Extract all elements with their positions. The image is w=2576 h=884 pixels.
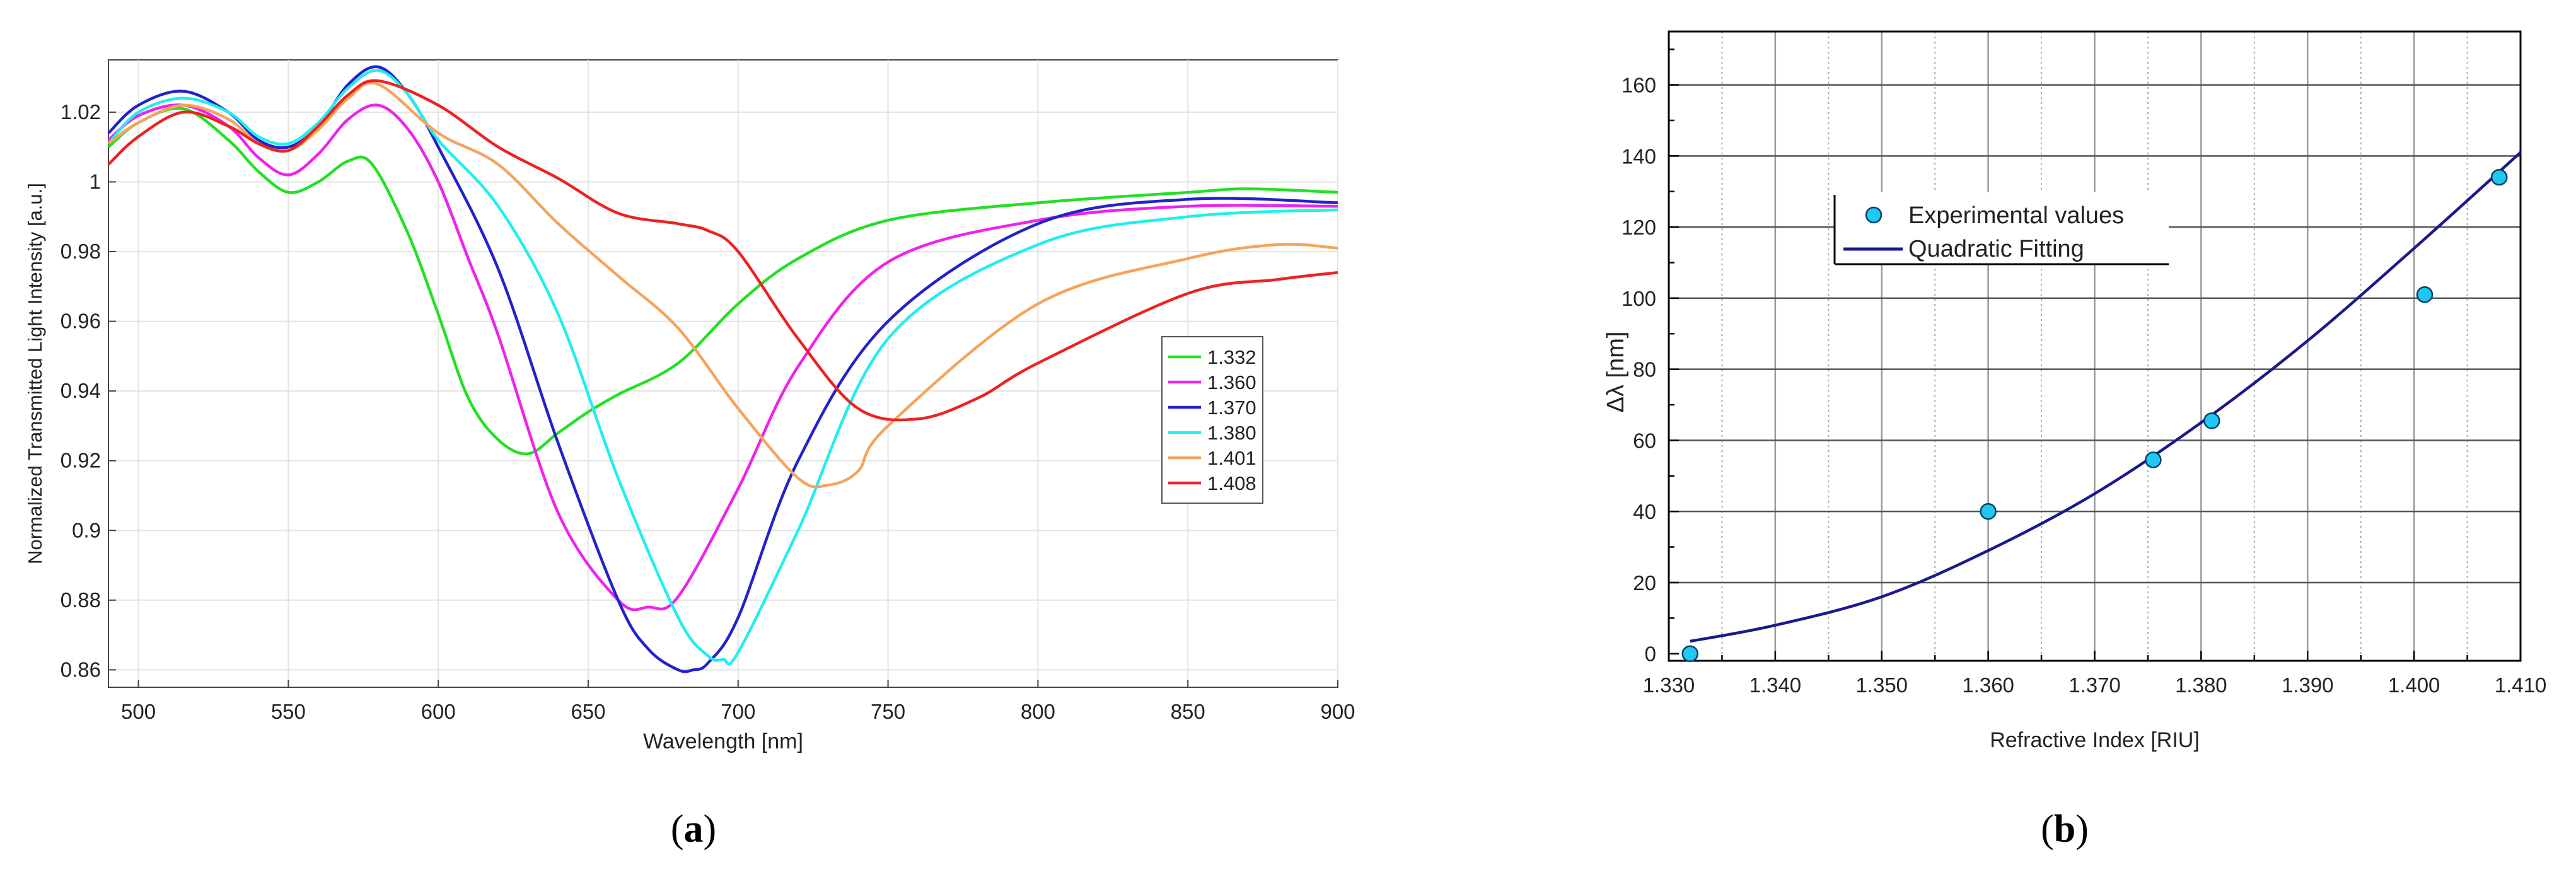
legend-entry-label: 1.380 [1207,422,1256,444]
y-tick-label: 0.98 [61,240,101,263]
y-tick-label: 40 [1633,500,1656,523]
y-tick-label: 0.92 [61,449,101,472]
series-line-1-380 [107,69,1338,666]
legend-entry-label: 1.360 [1207,371,1256,393]
x-tick-label: 700 [721,700,755,723]
series-line-1-370 [107,65,1338,673]
y-axis-label-a: Normalized Transmitted Light Intensity [… [24,183,46,564]
x-tick-label: 550 [271,700,306,723]
y-tick-label: 1 [90,170,101,193]
legend-box-a [1161,336,1263,504]
y-tick-label: 120 [1622,216,1656,239]
legend-entry-label: 1.408 [1207,472,1256,494]
y-tick-label: 80 [1633,358,1656,381]
legend-entry-label: Quadratic Fitting [1908,236,2084,262]
x-tick-label: 850 [1171,700,1205,723]
x-tick-label: 1.390 [2282,673,2334,697]
y-tick-label: 60 [1633,429,1656,452]
legend-b: Experimental values Quadratic Fitting [1833,192,2169,265]
x-tick-label: 750 [871,700,905,723]
x-tick-label: 900 [1320,700,1355,723]
data-point [2203,412,2220,429]
y-tick-label: 0 [1645,643,1656,666]
x-ticks-a: 500 550 600 650 700 750 800 850 900 [121,680,1355,723]
x-tick-label: 500 [121,700,156,723]
y-tick-label: 1.02 [61,100,101,124]
series-line-1-408 [107,79,1338,422]
y-tick-label: 0.86 [61,658,101,681]
quadratic-fit-line [1690,151,2522,643]
y-ticks-b: 0 20 40 60 80 100 120 140 160 [1622,48,1679,666]
plot-area-a [108,59,1338,688]
x-tick-label: 1.400 [2388,673,2440,697]
y-tick-label: 20 [1633,571,1656,595]
y-ticks-a: 0.86 0.88 0.9 0.92 0.94 0.96 0.98 1 1.02 [61,100,116,681]
series-line-1-332 [107,107,1338,456]
y-tick-label: 0.94 [61,379,101,402]
x-tick-label: 650 [571,700,605,723]
y-tick-label: 0.96 [61,310,101,333]
data-point [2145,451,2162,468]
panel-label-b: (b) [2041,808,2089,851]
x-axis-label-b: Refractive Index [RIU] [1990,728,2200,752]
x-tick-label: 1.340 [1749,673,1802,697]
y-tick-label: 160 [1622,74,1656,97]
y-tick-label: 100 [1622,287,1656,310]
data-point [2416,286,2434,303]
series-b [1681,151,2522,662]
y-tick-label: 0.9 [72,518,101,542]
y-tick-label: 140 [1622,144,1656,168]
chart-a: 500 550 600 650 700 750 800 850 900 0.860.880.90… [24,59,1355,753]
data-point [1681,645,1699,662]
legend-a: 1.332 1.360 1.370 1.380 1.401 1.408 [1161,336,1263,504]
x-tick-label: 1.410 [2495,673,2547,697]
x-tick-label: 600 [421,700,456,723]
x-tick-label: 800 [1021,700,1055,723]
x-tick-label: 1.360 [1962,673,2014,697]
x-tick-label: 1.350 [1855,673,1908,697]
legend-marker [1865,206,1883,224]
chart-b: 1.330 1.340 1.350 1.360 1.370 1.380 1.390 1.400… [1603,30,2547,752]
legend-entry-label: 1.401 [1207,447,1256,469]
panel-label-a: (a) [671,808,716,851]
series-line-1-360 [107,103,1338,612]
y-tick-label: 0.88 [61,588,101,612]
x-tick-label: 1.370 [2068,673,2121,697]
x-tick-label: 1.330 [1643,673,1695,697]
legend-box-b [1835,192,2169,264]
legend-entry-label: 1.370 [1207,397,1256,419]
data-point [2490,168,2508,186]
grid-a [108,60,1338,687]
legend-entry-label: 1.332 [1207,346,1256,368]
y-axis-label-b: Δλ [nm] [1603,332,1629,413]
x-axis-label-a: Wavelength [nm] [643,730,803,753]
series-a [107,65,1338,673]
x-tick-label: 1.380 [2175,673,2227,697]
data-point [1980,503,1997,520]
x-ticks-b: 1.330 1.340 1.350 1.360 1.370 1.380 1.390 1.400… [1643,651,2547,697]
legend-entry-label: Experimental values [1908,202,2124,229]
